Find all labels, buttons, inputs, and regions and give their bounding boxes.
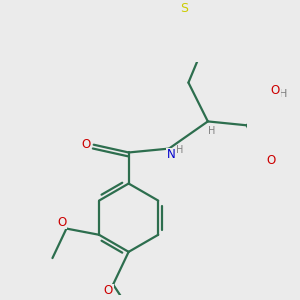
- Text: S: S: [181, 2, 188, 15]
- Text: H: H: [208, 126, 215, 136]
- Text: O: O: [104, 284, 113, 297]
- Text: O: O: [57, 216, 66, 229]
- Text: O: O: [267, 154, 276, 167]
- Text: H: H: [279, 89, 287, 99]
- Text: N: N: [167, 148, 176, 161]
- Text: O: O: [81, 138, 91, 151]
- Text: H: H: [176, 145, 184, 155]
- Text: O: O: [271, 84, 280, 97]
